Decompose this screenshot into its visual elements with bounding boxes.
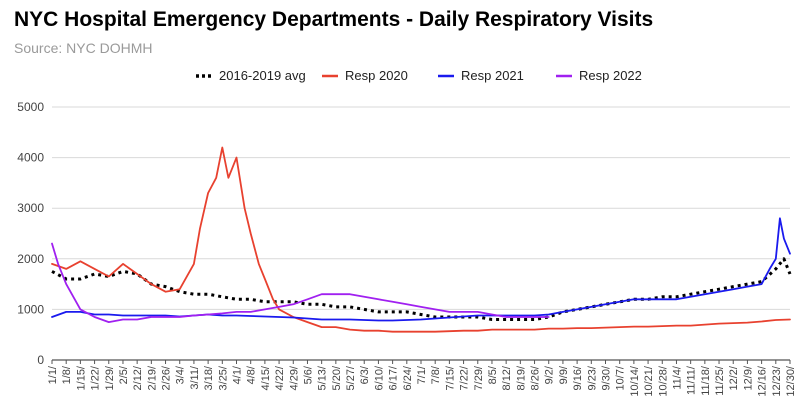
x-tick-label: 4/15/ xyxy=(260,365,272,390)
x-tick-label: 9/2/ xyxy=(544,365,556,384)
x-tick-label: 4/22/ xyxy=(274,365,286,390)
x-tick-label: 1/22/ xyxy=(90,365,102,390)
x-tick-label: 2/12/ xyxy=(132,365,144,390)
series-line-0 xyxy=(51,257,792,321)
x-tick-label: 2/26/ xyxy=(161,365,173,390)
x-tick-label: 12/16/ xyxy=(757,365,769,397)
x-tick-label: 12/30/ xyxy=(785,365,797,397)
x-tick-label: 2/5/ xyxy=(118,365,130,384)
x-tick-label: 5/20/ xyxy=(331,365,343,390)
x-tick-label: 11/4/ xyxy=(671,365,683,390)
x-tick-label: 3/11/ xyxy=(189,365,201,390)
x-tick-label: 9/30/ xyxy=(601,365,613,390)
y-tick-label: 2000 xyxy=(17,252,44,266)
x-tick-label: 5/27/ xyxy=(345,365,357,390)
x-tick-label: 9/23/ xyxy=(586,365,598,390)
x-tick-label: 1/1/ xyxy=(47,365,59,384)
y-tick-label: 1000 xyxy=(17,302,44,316)
x-tick-label: 9/9/ xyxy=(558,365,570,384)
chart-subtitle: Source: NYC DOHMH xyxy=(14,40,153,56)
x-axis: 1/1/1/8/1/15/1/22/1/29/2/5/2/12/2/19/2/2… xyxy=(47,360,797,397)
x-tick-label: 12/23/ xyxy=(771,365,783,397)
x-tick-label: 6/24/ xyxy=(402,365,414,390)
x-tick-label: 4/8/ xyxy=(246,365,258,384)
x-tick-label: 1/29/ xyxy=(104,365,116,390)
series-lines xyxy=(51,146,792,333)
x-tick-label: 1/15/ xyxy=(75,365,87,390)
x-tick-label: 7/8/ xyxy=(430,365,442,384)
x-tick-label: 12/9/ xyxy=(742,365,754,390)
x-tick-label: 4/1/ xyxy=(232,365,244,384)
y-axis: 0 1000 2000 3000 4000 5000 xyxy=(17,100,44,367)
x-tick-label: 5/13/ xyxy=(317,365,329,390)
x-tick-label: 12/2/ xyxy=(728,365,740,390)
x-tick-label: 6/17/ xyxy=(388,365,400,390)
x-tick-label: 11/25/ xyxy=(714,365,726,396)
gridlines xyxy=(52,106,790,361)
x-tick-label: 10/7/ xyxy=(615,365,627,390)
x-tick-label: 6/10/ xyxy=(373,365,385,390)
x-tick-label: 7/29/ xyxy=(473,365,485,390)
x-tick-label: 1/8/ xyxy=(61,365,73,384)
x-tick-label: 4/29/ xyxy=(288,365,300,390)
x-tick-label: 9/16/ xyxy=(572,365,584,390)
x-tick-label: 3/25/ xyxy=(217,365,229,390)
x-tick-label: 7/1/ xyxy=(416,365,428,384)
x-tick-label: 8/5/ xyxy=(487,365,499,384)
x-tick-label: 2/19/ xyxy=(146,365,158,390)
x-tick-label: 8/19/ xyxy=(515,365,527,390)
legend-label-0: 2016-2019 avg xyxy=(219,68,306,83)
y-tick-label: 4000 xyxy=(17,151,44,165)
x-tick-label: 10/21/ xyxy=(643,365,655,397)
x-tick-label: 3/4/ xyxy=(175,365,187,384)
chart-title: NYC Hospital Emergency Departments - Dai… xyxy=(14,8,654,31)
legend-label-1: Resp 2020 xyxy=(345,68,408,83)
x-tick-label: 8/12/ xyxy=(501,365,513,390)
y-tick-label: 5000 xyxy=(17,100,44,114)
series-line-2 xyxy=(51,217,791,322)
x-tick-label: 3/18/ xyxy=(203,365,215,390)
series-line-1 xyxy=(51,146,791,333)
legend-label-2: Resp 2021 xyxy=(461,68,524,83)
x-tick-label: 7/22/ xyxy=(459,365,471,390)
legend: 2016-2019 avg Resp 2020 Resp 2021 Resp 2022 xyxy=(196,68,642,83)
legend-label-3: Resp 2022 xyxy=(579,68,642,83)
x-tick-label: 5/6/ xyxy=(302,365,314,384)
x-tick-label: 8/26/ xyxy=(530,365,542,390)
x-tick-label: 11/18/ xyxy=(700,365,712,396)
y-tick-label: 0 xyxy=(37,353,44,367)
series-line-3 xyxy=(51,242,550,324)
x-tick-label: 10/28/ xyxy=(657,365,669,397)
x-tick-label: 10/14/ xyxy=(629,365,641,397)
x-tick-label: 6/3/ xyxy=(359,365,371,384)
y-tick-label: 3000 xyxy=(17,201,44,215)
x-tick-label: 7/15/ xyxy=(444,365,456,390)
x-tick-label: 11/11/ xyxy=(686,365,698,395)
